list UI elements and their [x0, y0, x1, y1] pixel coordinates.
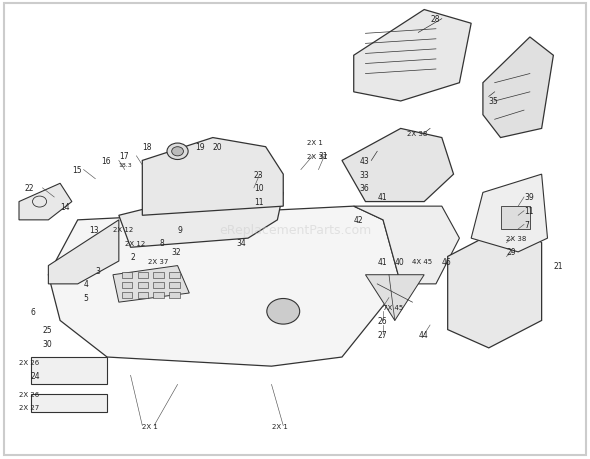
- Polygon shape: [113, 266, 189, 302]
- Polygon shape: [483, 38, 553, 138]
- Text: 39: 39: [524, 193, 534, 202]
- Polygon shape: [31, 394, 107, 412]
- Text: 2X 38: 2X 38: [407, 131, 427, 137]
- Polygon shape: [142, 138, 283, 216]
- Text: 18: 18: [142, 143, 152, 152]
- Text: 14: 14: [60, 202, 70, 211]
- Polygon shape: [137, 292, 148, 298]
- Polygon shape: [354, 11, 471, 102]
- Text: 23: 23: [254, 170, 264, 179]
- Text: eReplacementParts.com: eReplacementParts.com: [219, 223, 371, 236]
- Text: 24: 24: [31, 371, 40, 380]
- Text: 2X 1: 2X 1: [142, 423, 158, 429]
- Text: 2X 37: 2X 37: [148, 258, 169, 264]
- Text: 2X 38: 2X 38: [506, 235, 527, 241]
- Text: 2X 26: 2X 26: [19, 359, 40, 365]
- Polygon shape: [122, 292, 132, 298]
- Polygon shape: [119, 184, 283, 248]
- Circle shape: [267, 299, 300, 325]
- Text: 2X 1: 2X 1: [271, 423, 287, 429]
- Polygon shape: [48, 207, 401, 366]
- Text: 2X 12: 2X 12: [124, 240, 145, 246]
- Text: 16: 16: [101, 157, 111, 166]
- Text: 19: 19: [195, 143, 205, 152]
- Polygon shape: [137, 282, 148, 288]
- Text: 7: 7: [524, 220, 529, 230]
- Text: 15: 15: [72, 166, 81, 175]
- Text: 11: 11: [524, 207, 533, 216]
- Polygon shape: [169, 292, 180, 298]
- Text: 32: 32: [172, 248, 181, 257]
- Polygon shape: [365, 275, 424, 321]
- Text: 33: 33: [359, 170, 369, 179]
- Polygon shape: [471, 175, 548, 252]
- Text: 29: 29: [506, 248, 516, 257]
- Polygon shape: [169, 282, 180, 288]
- Polygon shape: [137, 273, 148, 279]
- Text: 26: 26: [377, 316, 387, 325]
- Text: 22: 22: [25, 184, 34, 193]
- Text: 4X 45: 4X 45: [412, 258, 432, 264]
- Polygon shape: [153, 282, 164, 288]
- Text: 7X 45: 7X 45: [383, 304, 404, 310]
- Text: 20: 20: [213, 143, 222, 152]
- Text: 30: 30: [42, 339, 53, 348]
- Text: 34: 34: [236, 239, 246, 248]
- Text: 4: 4: [84, 280, 88, 289]
- Text: 9: 9: [178, 225, 182, 234]
- Text: 36: 36: [359, 184, 369, 193]
- Text: 5: 5: [84, 293, 88, 302]
- Text: 8: 8: [160, 239, 165, 248]
- Polygon shape: [122, 282, 132, 288]
- Text: 35: 35: [489, 97, 499, 106]
- Text: 3: 3: [96, 266, 100, 275]
- Text: 28: 28: [430, 15, 440, 24]
- Text: 41: 41: [377, 193, 387, 202]
- Text: 25: 25: [42, 325, 52, 334]
- Text: 21: 21: [553, 262, 563, 270]
- Text: 43: 43: [359, 157, 369, 166]
- Text: 18.3: 18.3: [119, 163, 133, 168]
- Text: 42: 42: [354, 216, 363, 225]
- Text: 2X 1: 2X 1: [307, 140, 323, 146]
- Text: 2X 27: 2X 27: [19, 404, 40, 410]
- Polygon shape: [19, 184, 72, 220]
- Polygon shape: [48, 220, 119, 284]
- Polygon shape: [342, 129, 454, 202]
- Text: 2X 12: 2X 12: [113, 226, 133, 233]
- Text: 40: 40: [395, 257, 405, 266]
- Text: 2: 2: [130, 252, 135, 261]
- Text: 27: 27: [377, 330, 387, 339]
- Text: 2X 26: 2X 26: [19, 391, 40, 397]
- Circle shape: [167, 144, 188, 160]
- Text: 44: 44: [418, 330, 428, 339]
- Text: 13: 13: [90, 225, 99, 234]
- Text: 46: 46: [442, 257, 451, 266]
- Polygon shape: [354, 207, 460, 284]
- Polygon shape: [153, 273, 164, 279]
- Polygon shape: [448, 220, 542, 348]
- Polygon shape: [153, 292, 164, 298]
- Text: 31: 31: [319, 152, 328, 161]
- Polygon shape: [122, 273, 132, 279]
- Circle shape: [172, 147, 183, 157]
- Text: 17: 17: [119, 152, 129, 161]
- Text: 11: 11: [254, 198, 263, 207]
- Text: 41: 41: [377, 257, 387, 266]
- Polygon shape: [500, 207, 530, 230]
- Polygon shape: [169, 273, 180, 279]
- Text: 10: 10: [254, 184, 264, 193]
- Polygon shape: [31, 357, 107, 385]
- Text: 6: 6: [31, 307, 35, 316]
- Text: 2X 37: 2X 37: [307, 153, 327, 159]
